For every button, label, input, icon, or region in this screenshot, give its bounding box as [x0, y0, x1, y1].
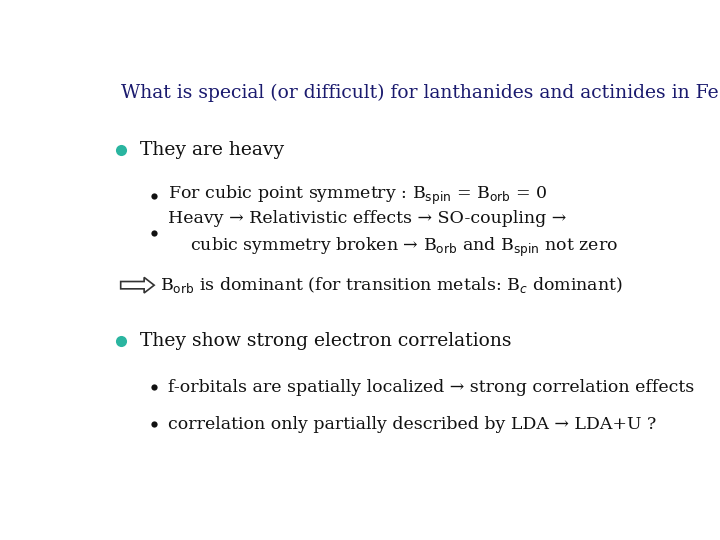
Text: They show strong electron correlations: They show strong electron correlations — [140, 332, 512, 350]
Text: B$_\mathrm{orb}$ is dominant (for transition metals: B$_c$ dominant): B$_\mathrm{orb}$ is dominant (for transi… — [160, 275, 623, 295]
Text: They are heavy: They are heavy — [140, 141, 284, 159]
Text: f-orbitals are spatially localized → strong correlation effects: f-orbitals are spatially localized → str… — [168, 379, 694, 395]
Text: For cubic point symmetry : B$_\mathrm{spin}$ = B$_\mathrm{orb}$ = 0: For cubic point symmetry : B$_\mathrm{sp… — [168, 184, 547, 207]
Text: correlation only partially described by LDA → LDA+U ?: correlation only partially described by … — [168, 416, 657, 433]
Text: Heavy → Relativistic effects → SO-coupling →: Heavy → Relativistic effects → SO-coupli… — [168, 210, 567, 227]
Text: What is special (or difficult) for lanthanides and actinides in Fe ?: What is special (or difficult) for lanth… — [121, 84, 720, 102]
Text: cubic symmetry broken → B$_\mathrm{orb}$ and B$_\mathrm{spin}$ not zero: cubic symmetry broken → B$_\mathrm{orb}$… — [168, 236, 618, 259]
